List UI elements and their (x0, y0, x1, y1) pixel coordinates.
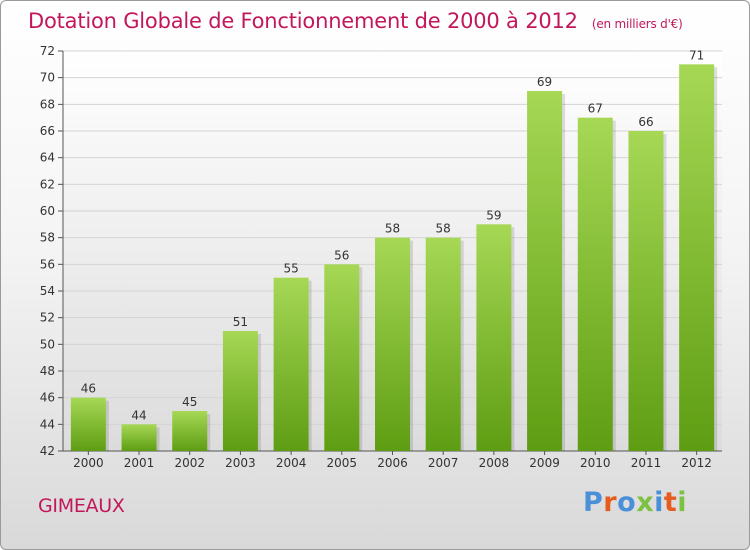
commune-name: GIMEAUX (38, 495, 125, 517)
y-tick-label: 48 (40, 364, 55, 378)
bar-2003 (222, 331, 258, 451)
logo-letter: x (636, 487, 655, 518)
bar-2004 (273, 277, 309, 451)
logo-letter: i (654, 487, 664, 518)
bar-2002 (172, 411, 208, 451)
bar-2000 (70, 397, 106, 451)
value-label: 71 (689, 48, 704, 62)
bar-2008 (476, 224, 512, 451)
x-tick-label: 2012 (681, 456, 712, 470)
bar-2005 (324, 264, 360, 451)
y-tick-label: 50 (40, 337, 55, 351)
logo-letter: t (663, 487, 678, 518)
bar-2012 (679, 64, 715, 452)
bar-2009 (527, 91, 563, 451)
logo-letter: P (583, 487, 604, 518)
y-tick-label: 52 (40, 311, 55, 325)
y-tick-label: 58 (40, 231, 55, 245)
x-tick-label: 2006 (377, 456, 408, 470)
x-tick-label: 2004 (276, 456, 307, 470)
x-tick-label: 2005 (327, 456, 358, 470)
chart-title: Dotation Globale de Fonctionnement de 20… (28, 9, 683, 33)
x-tick-label: 2010 (580, 456, 611, 470)
x-tick-label: 2007 (428, 456, 459, 470)
bars (70, 64, 718, 452)
logo-letter: i (677, 487, 688, 518)
value-label: 69 (537, 75, 552, 89)
logo-letter: r (603, 487, 618, 518)
x-tick-label: 2000 (73, 456, 104, 470)
bar-2006 (375, 237, 410, 451)
y-tick-label: 66 (40, 124, 55, 138)
x-tick-label: 2009 (529, 456, 560, 470)
x-tick-label: 2011 (631, 456, 662, 470)
y-tick-label: 70 (40, 71, 55, 85)
value-label: 67 (588, 102, 603, 116)
y-tick-label: 62 (40, 177, 55, 191)
value-label: 66 (638, 115, 653, 129)
bar-2007 (425, 237, 461, 451)
value-label: 44 (131, 408, 146, 422)
x-tick-label: 2001 (124, 456, 155, 470)
value-labels: 46 44 45 51 55 56 58 58 59 69 67 66 71 (81, 48, 705, 422)
y-tick-label: 54 (40, 284, 55, 298)
y-tick-label: 72 (40, 44, 55, 58)
value-label: 55 (283, 262, 298, 276)
y-tick-label: 64 (40, 151, 55, 165)
y-tick-label: 42 (40, 444, 55, 458)
proxiti-logo[interactable]: Proxiti (583, 487, 687, 518)
value-label: 59 (486, 208, 501, 222)
y-tick-label: 60 (40, 204, 55, 218)
value-label: 45 (182, 395, 197, 409)
value-label: 58 (436, 222, 451, 236)
y-tick-label: 46 (40, 391, 55, 405)
logo-letter: o (617, 487, 637, 518)
x-tick-label: 2003 (225, 456, 256, 470)
x-tick-label: 2008 (479, 456, 510, 470)
bar-2010 (577, 117, 613, 452)
y-tick-label: 68 (40, 97, 55, 111)
bar-2001 (121, 424, 157, 451)
value-label: 56 (334, 248, 349, 262)
value-label: 51 (233, 315, 248, 329)
y-tick-label: 56 (40, 257, 55, 271)
title-text: Dotation Globale de Fonctionnement de 20… (28, 9, 578, 33)
value-label: 46 (81, 382, 96, 396)
value-label: 58 (385, 222, 400, 236)
unit-label: (en milliers d'€) (591, 17, 683, 31)
x-tick-label: 2002 (174, 456, 205, 470)
y-tick-label: 44 (40, 417, 55, 431)
bar-2011 (628, 131, 664, 451)
